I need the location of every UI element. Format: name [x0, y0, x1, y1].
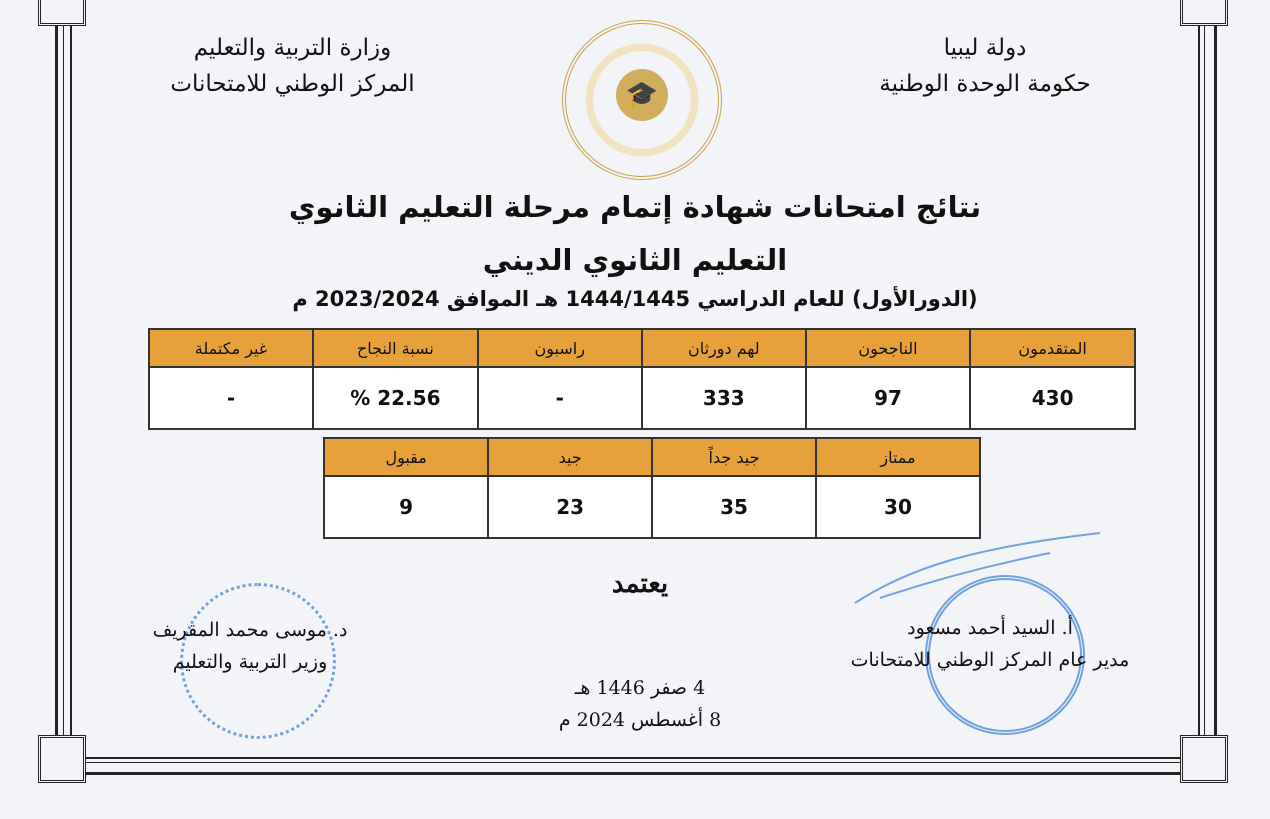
signatory-right: أ. السيد أحمد مسعود مدير عام المركز الوط…	[845, 612, 1135, 676]
inner-border	[70, 0, 1200, 759]
corner-ornament	[38, 0, 86, 26]
corner-ornament	[1180, 0, 1228, 26]
center-name: المركز الوطني للامتحانات	[170, 71, 415, 97]
approval-label: يعتمد	[611, 569, 669, 599]
value-good: 23	[487, 475, 654, 539]
signatory-left: د. موسى محمد المقريف وزير التربية والتعل…	[140, 614, 360, 678]
header-right: دولة ليبيا حكومة الوحدة الوطنية	[860, 30, 1110, 102]
signatory-right-name: أ. السيد أحمد مسعود	[907, 617, 1073, 639]
header-passed: الناجحون	[804, 328, 972, 368]
exam-center-logo: 🎓	[562, 20, 722, 180]
header-applicants: المتقدمون	[969, 328, 1136, 368]
graduation-cap-icon: 🎓	[616, 69, 668, 121]
results-table: المتقدمون الناجحون لهم دورثان راسبون نسب…	[147, 328, 1136, 430]
header-second-round: لهم دورثان	[640, 328, 807, 368]
header-incomplete: غير مكتملة	[147, 328, 315, 368]
date-block: 4 صفر 1446 هـ 8 أغسطس 2024 م	[540, 672, 740, 736]
exam-center-stamp	[925, 575, 1085, 735]
grades-table: ممتاز جيد جداً جيد مقبول 30 35 23 9	[322, 437, 982, 539]
date-hijri: 4 صفر 1446 هـ	[574, 677, 706, 699]
session-line: (الدورالأول) للعام الدراسي 1444/1445 هـ …	[292, 287, 978, 311]
value-incomplete: -	[147, 366, 315, 430]
ministry-name: وزارة التربية والتعليم	[193, 35, 392, 61]
signature-right	[854, 532, 1101, 604]
page-subtitle: التعليم الثانوي الديني	[482, 243, 788, 277]
date-gregorian: 8 أغسطس 2024 م	[558, 709, 722, 731]
middle-border	[63, 0, 1205, 763]
value-acceptable: 9	[322, 475, 490, 539]
value-very-good: 35	[651, 475, 817, 539]
header-left: وزارة التربية والتعليم المركز الوطني للا…	[160, 30, 425, 102]
value-applicants: 430	[969, 366, 1136, 430]
signatory-left-role: وزير التربية والتعليم	[172, 651, 328, 673]
header-acceptable: مقبول	[322, 437, 490, 477]
header-failed: راسبون	[476, 328, 643, 368]
header-good: جيد	[487, 437, 654, 477]
value-failed: -	[476, 366, 643, 430]
country-name: دولة ليبيا	[943, 35, 1027, 61]
page-title: نتائج امتحانات شهادة إتمام مرحلة التعليم…	[288, 190, 982, 224]
corner-ornament	[38, 735, 86, 783]
value-pass-rate: 22.56 %	[312, 366, 479, 430]
outer-border	[55, 0, 1217, 775]
header-pass-rate: نسبة النجاح	[312, 328, 479, 368]
signatory-left-name: د. موسى محمد المقريف	[152, 619, 348, 641]
government-name: حكومة الوحدة الوطنية	[879, 71, 1091, 97]
header-very-good: جيد جداً	[651, 437, 817, 477]
value-excellent: 30	[814, 475, 982, 539]
header-excellent: ممتاز	[814, 437, 982, 477]
ministry-stamp	[180, 583, 336, 739]
value-second-round: 333	[640, 366, 807, 430]
value-passed: 97	[804, 366, 972, 430]
corner-ornament	[1180, 735, 1228, 783]
signatory-right-role: مدير عام المركز الوطني للامتحانات	[850, 649, 1130, 671]
